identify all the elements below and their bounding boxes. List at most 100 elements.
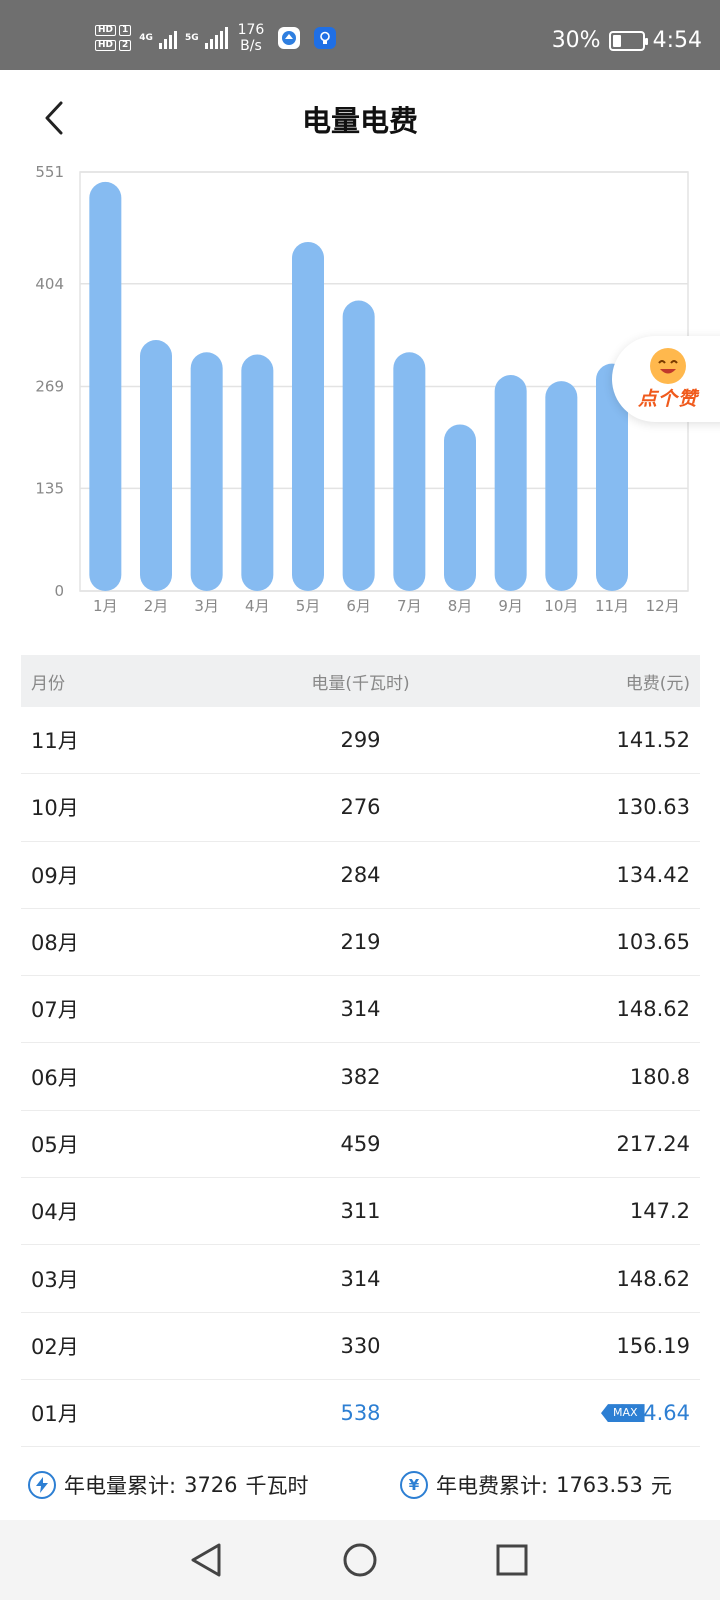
x-tick-label: 10月 (544, 597, 578, 615)
row-kwh-value: 314 (340, 1266, 381, 1291)
clock: 4:54 (652, 28, 702, 53)
smiley-icon (650, 348, 686, 384)
status-indicators: HD 1 HD 2 4G 5G 176 B/s (95, 22, 337, 54)
bar-chart-svg: 0 135 269 404 551 1月 2月 3月 4月 5月 6月 7月 8月 9月 10月 11月 12月 (35, 163, 689, 615)
row-kwh-value: 314 (340, 997, 381, 1022)
table-header: 月份 电量(千瓦时) 电费(元) (21, 655, 700, 707)
usage-table: 月份 电量(千瓦时) 电费(元) 11月 299 141.52 10月 276 130.6… (21, 655, 700, 1448)
battery-percent: 30% (551, 28, 601, 53)
y-tick-label: 0 (54, 582, 64, 600)
row-fee: 180.8 (629, 1064, 690, 1089)
nav-back-button[interactable] (182, 1536, 230, 1584)
sim1-number: 1 (119, 25, 132, 36)
row-fee: 148.62 (616, 1266, 690, 1291)
triangle-back-icon (191, 1543, 221, 1577)
row-month: 11月 (31, 729, 79, 754)
row-kwh-value: 311 (340, 1199, 381, 1224)
row-fee: 103.65 (616, 930, 690, 955)
row-kwh: 311 (211, 1199, 510, 1223)
annual-fee-value: 1763.53 (556, 1473, 643, 1497)
bar (140, 340, 172, 591)
network-type-2: 5G (184, 33, 199, 43)
bar (342, 300, 375, 591)
bar (494, 375, 527, 591)
y-tick-label: 551 (35, 163, 64, 181)
x-tick-label: 7月 (397, 597, 422, 615)
x-tick-label: 1月 (93, 597, 118, 615)
row-kwh-value: 284 (340, 862, 381, 887)
table-row: 11月 299 141.52 (21, 707, 700, 775)
row-month: 05月 (31, 1132, 79, 1157)
annual-kwh-value: 3726 (184, 1473, 238, 1497)
signal-2-icon (204, 27, 228, 49)
monthly-usage-chart: 0 135 269 404 551 1月 2月 3月 4月 5月 6月 7月 8月 9月 10月 11月 12月 (0, 160, 720, 640)
row-kwh: 314 (211, 1267, 510, 1291)
row-fee: 217.24 (616, 1131, 690, 1156)
table-row: 04月 311 147.2 (21, 1178, 700, 1246)
annual-fee: ¥ 年电费累计: 1763.53 元 (400, 1470, 672, 1500)
row-kwh: 382 (211, 1065, 510, 1089)
row-kwh: 299 (211, 728, 510, 752)
table-row: 01月 538 MAX 254.64 (21, 1380, 700, 1448)
table-body: 11月 299 141.52 10月 276 130.63 09月 284 134.42 08月 2… (21, 707, 700, 1448)
row-kwh: 459 (211, 1132, 510, 1156)
x-tick-label: 6月 (346, 597, 371, 615)
bar (444, 424, 476, 591)
row-kwh-value: 459 (340, 1131, 381, 1156)
sim2-number: 2 (119, 40, 132, 51)
x-tick-label: 2月 (144, 597, 169, 615)
network-type-1: 4G (139, 33, 153, 43)
table-row: 02月 330 156.19 (21, 1313, 700, 1380)
status-bar: HD 1 HD 2 4G 5G 176 B/s 30% 4:54 (0, 0, 720, 70)
table-row: 10月 276 130.63 (21, 774, 700, 842)
yen-icon: ¥ (400, 1471, 428, 1499)
row-month: 07月 (31, 998, 79, 1023)
back-button[interactable] (30, 94, 78, 142)
like-label: 点个赞 (638, 388, 699, 410)
annual-kwh-unit: 千瓦时 (245, 1474, 309, 1498)
table-row: 09月 284 134.42 (21, 842, 700, 909)
row-fee: 148.62 (616, 997, 690, 1022)
row-kwh: 314 (211, 997, 510, 1021)
like-widget[interactable]: 点个赞 (612, 336, 720, 422)
app-notification-icon (278, 27, 301, 49)
bulb-notification-icon (314, 27, 337, 49)
row-month: 06月 (31, 1065, 79, 1090)
x-tick-label: 4月 (245, 597, 270, 615)
nav-home-button[interactable] (336, 1536, 384, 1584)
app-header: 电量电费 (0, 70, 720, 166)
row-fee: 134.42 (616, 862, 690, 887)
bar (545, 381, 578, 591)
row-kwh: 219 (211, 930, 510, 954)
table-row: 06月 382 180.8 (21, 1043, 700, 1111)
row-kwh-value: 382 (340, 1064, 381, 1089)
row-month: 02月 (31, 1334, 79, 1359)
x-tick-label: 3月 (194, 597, 219, 615)
row-kwh-value: 330 (340, 1333, 381, 1358)
row-month: 09月 (31, 863, 79, 888)
page-title: 电量电费 (301, 104, 418, 138)
row-month: 10月 (31, 796, 79, 821)
row-month: 04月 (31, 1200, 79, 1225)
sim1-indicator: HD 1 (95, 25, 132, 36)
x-tick-label: 8月 (448, 597, 473, 615)
row-kwh-value: 299 (340, 728, 381, 753)
bar (596, 363, 628, 591)
y-tick-label: 269 (35, 377, 64, 395)
row-fee: 141.52 (616, 728, 690, 753)
bar (190, 352, 223, 591)
bar (292, 241, 324, 591)
x-tick-label: 11月 (595, 597, 629, 615)
battery-icon (608, 30, 648, 51)
row-kwh: 284 (211, 863, 510, 887)
row-month: 03月 (31, 1267, 79, 1292)
x-tick-label: 12月 (646, 597, 680, 615)
table-row: 05月 459 217.24 (21, 1111, 700, 1179)
nav-recent-button[interactable] (488, 1536, 536, 1584)
row-month: 01月 (31, 1402, 79, 1427)
system-nav-bar (0, 1520, 720, 1600)
table-row: 08月 219 103.65 (21, 909, 700, 977)
square-recent-icon (496, 1544, 528, 1576)
annual-kwh: 年电量累计: 3726 千瓦时 (28, 1470, 309, 1500)
sim2-indicator: HD 2 (95, 40, 132, 51)
